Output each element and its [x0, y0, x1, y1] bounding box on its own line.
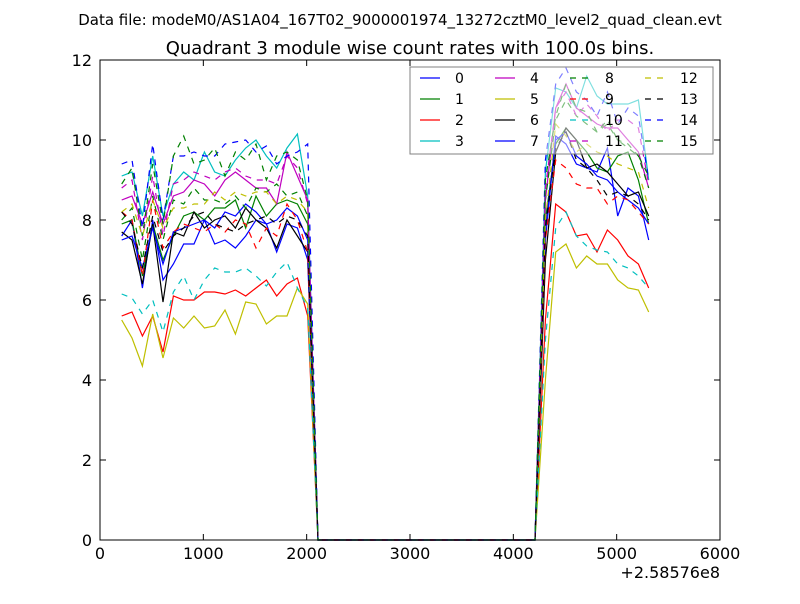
legend-label: 2 [455, 113, 464, 129]
series-line-10 [121, 210, 650, 541]
legend-box [409, 66, 714, 155]
x-tick-label: 6000 [700, 544, 741, 563]
chart-title: Quadrant 3 module wise count rates with … [166, 38, 655, 59]
legend-label: 5 [530, 92, 539, 108]
legend-entry-4: 4 [495, 71, 539, 87]
legend-label: 0 [455, 71, 464, 87]
x-offset-label: +2.58576e8 [620, 563, 720, 582]
legend-label: 15 [680, 134, 698, 150]
x-tick-label: 2000 [286, 544, 327, 563]
legend-label: 14 [680, 113, 698, 129]
y-tick-label: 2 [82, 451, 92, 470]
y-tick-label: 4 [82, 371, 92, 390]
x-tick-label: 4000 [493, 544, 534, 563]
x-tick-label: 3000 [390, 544, 431, 563]
legend-entry-3: 3 [420, 134, 464, 150]
y-tick-label: 12 [72, 51, 92, 70]
legend-label: 8 [605, 71, 614, 87]
legend-label: 13 [680, 92, 698, 108]
legend-label: 7 [530, 134, 539, 150]
legend-label: 11 [605, 134, 623, 150]
legend-label: 1 [455, 92, 464, 108]
legend-entry-7: 7 [495, 134, 539, 150]
x-tick-label: 0 [95, 544, 105, 563]
legend-label: 12 [680, 71, 698, 87]
legend-entry-14: 14 [645, 113, 698, 129]
x-tick-label: 5000 [596, 544, 637, 563]
legend-entry-6: 6 [495, 113, 539, 129]
chart-suptitle: Data file: modeM0/AS1A04_167T02_90000019… [78, 11, 722, 30]
legend-entry-9: 9 [570, 92, 614, 108]
x-tick-label: 1000 [183, 544, 224, 563]
y-tick-label: 0 [82, 531, 92, 550]
y-tick-label: 8 [82, 211, 92, 230]
legend-entry-13: 13 [645, 92, 698, 108]
legend-label: 9 [605, 92, 614, 108]
y-tick-label: 10 [72, 131, 92, 150]
legend-entry-12: 12 [645, 71, 698, 87]
legend-label: 6 [530, 113, 539, 129]
legend-entry-8: 8 [570, 71, 614, 87]
legend-entry-1: 1 [420, 92, 464, 108]
legend-entry-10: 10 [570, 113, 623, 129]
legend-label: 4 [530, 71, 539, 87]
y-tick-label: 6 [82, 291, 92, 310]
legend-entry-2: 2 [420, 113, 464, 129]
legend-entry-5: 5 [495, 92, 539, 108]
legend-label: 3 [455, 134, 464, 150]
legend-entry-11: 11 [570, 134, 623, 150]
legend-entry-0: 0 [420, 71, 464, 87]
legend-entry-15: 15 [645, 134, 698, 150]
legend-label: 10 [605, 113, 623, 129]
